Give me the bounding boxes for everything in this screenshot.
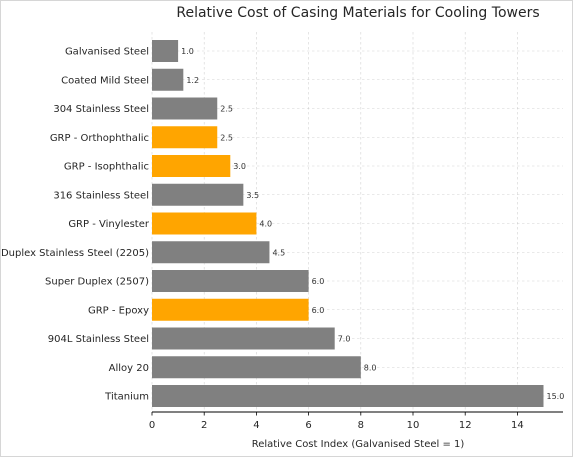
bars-layer: [152, 40, 544, 407]
category-label: GRP - Vinylester: [68, 219, 150, 230]
x-axis: 0 2 4 6 8 10 12 14: [149, 411, 563, 431]
bar: [152, 241, 270, 264]
x-tick-label: 2: [201, 420, 207, 431]
value-label: 1.2: [186, 76, 199, 85]
x-tick-label: 8: [358, 420, 364, 431]
bar: [152, 385, 544, 407]
value-label: 7.0: [338, 335, 351, 344]
chart-title: Relative Cost of Casing Materials for Co…: [176, 5, 539, 21]
category-label: Galvanised Steel: [65, 47, 149, 58]
value-label: 2.5: [220, 105, 233, 114]
value-label: 4.0: [259, 220, 272, 229]
value-label: 6.0: [312, 306, 325, 315]
bar: [152, 126, 218, 149]
value-label: 15.0: [547, 392, 565, 401]
bar: [152, 68, 184, 91]
bar: [152, 97, 218, 120]
category-label: Super Duplex (2507): [45, 277, 149, 288]
bar: [152, 298, 309, 321]
value-label: 3.5: [246, 191, 259, 200]
value-label: 6.0: [312, 277, 325, 286]
category-label: Titanium: [104, 392, 149, 403]
value-label: 3.0: [233, 162, 246, 171]
category-label: GRP - Orthophthalic: [50, 133, 149, 144]
x-tick-label: 0: [149, 420, 155, 431]
category-label: Coated Mild Steel: [61, 75, 149, 86]
x-tick-label: 12: [459, 420, 472, 431]
bar: [152, 356, 361, 379]
category-label: GRP - Isophthalic: [64, 162, 149, 173]
x-tick-label: 6: [305, 420, 311, 431]
category-label: GRP - Epoxy: [88, 305, 149, 316]
bar: [152, 40, 179, 62]
bar: [152, 327, 335, 350]
category-label: 304 Stainless Steel: [53, 104, 149, 115]
x-tick-label: 4: [253, 420, 259, 431]
category-label: Alloy 20: [109, 363, 149, 374]
bar: [152, 155, 231, 177]
bar: [152, 183, 244, 206]
value-label: 4.5: [272, 248, 285, 257]
category-labels: Galvanised Steel Coated Mild Steel 304 Sta…: [1, 47, 150, 403]
x-tick-label: 10: [407, 420, 420, 431]
x-axis-label: Relative Cost Index (Galvanised Steel = …: [252, 439, 465, 450]
category-label: 904L Stainless Steel: [48, 334, 149, 345]
x-tick-label: 14: [511, 420, 524, 431]
category-label: 316 Stainless Steel: [53, 190, 149, 201]
bar: [152, 270, 309, 292]
value-label: 1.0: [181, 47, 194, 56]
value-label: 2.5: [220, 133, 233, 142]
category-label: Duplex Stainless Steel (2205): [1, 248, 149, 259]
bar: [152, 212, 257, 235]
value-labels: 1.0 1.2 2.5 2.5 3.0 3.5 4.0 4.5 6.0 6.0 7.0 8.0 15.0: [181, 47, 564, 401]
value-label: 8.0: [364, 363, 377, 372]
